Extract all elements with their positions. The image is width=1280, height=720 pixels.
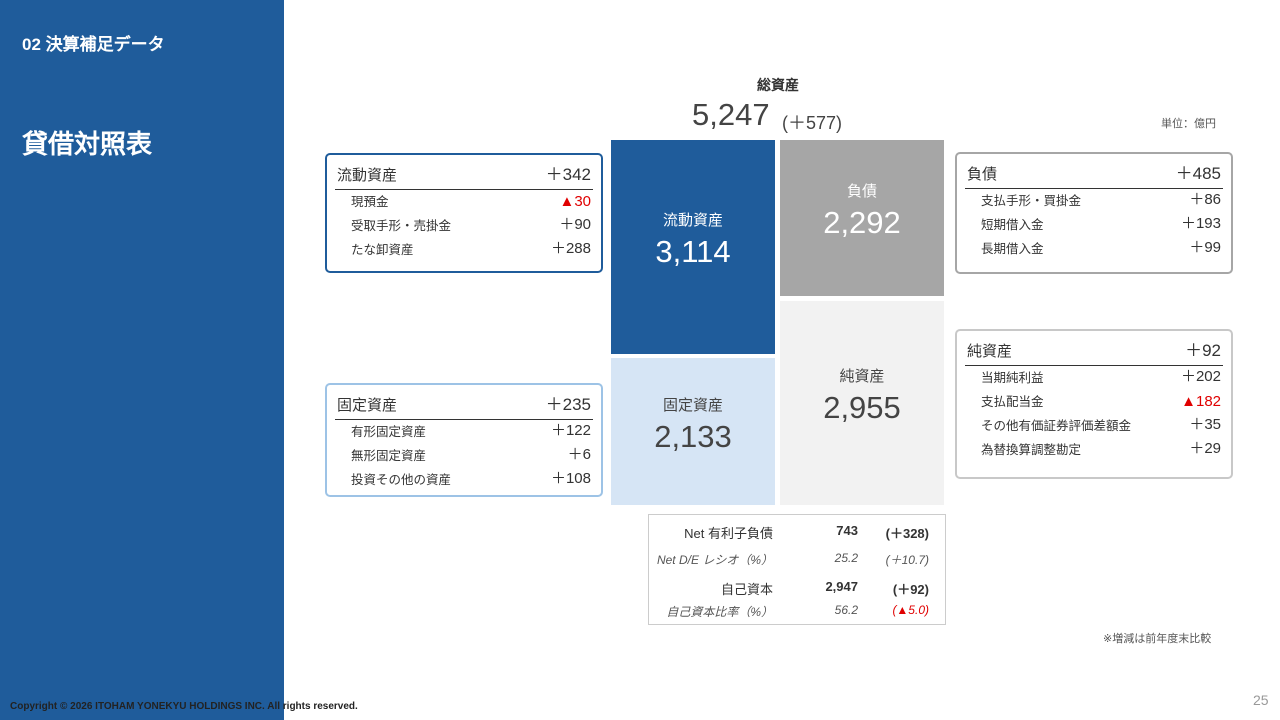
item-label: 長期借入金 bbox=[981, 242, 1044, 256]
sidebar bbox=[0, 0, 284, 720]
unit: 単位：億円 bbox=[1161, 118, 1216, 130]
box-item: 有形固定資産 ＋122 bbox=[351, 421, 591, 443]
box-header: 純資産 ＋92 bbox=[965, 339, 1223, 366]
box-header: 流動資産 ＋342 bbox=[335, 163, 593, 190]
item-value: ▲182 bbox=[1181, 393, 1221, 410]
box-title: 負債 bbox=[967, 166, 998, 183]
item-value: ＋29 bbox=[1189, 440, 1221, 457]
block-content: 負債 2,292 bbox=[780, 180, 944, 241]
block-content: 流動資産 3,114 bbox=[611, 209, 775, 270]
item-label: 現預金 bbox=[351, 195, 389, 209]
table-row: 自己資本比率（%） 56.2 (▲5.0) bbox=[649, 599, 945, 623]
note: ※増減は前年度末比較 bbox=[1103, 633, 1212, 645]
page-title: 貸借対照表 bbox=[22, 129, 153, 159]
block-label: 流動資産 bbox=[662, 212, 723, 229]
item-label: 無形固定資産 bbox=[351, 449, 427, 463]
balance-block: 純資産 2,955 bbox=[780, 301, 944, 505]
box-item: 受取手形・売掛金 ＋90 bbox=[351, 215, 591, 237]
item-label: 有形固定資産 bbox=[351, 425, 427, 439]
box-item: 支払手形・買掛金 ＋86 bbox=[981, 190, 1221, 212]
total-value: 5,247 bbox=[692, 97, 770, 132]
item-value: ＋99 bbox=[1189, 239, 1221, 256]
box-item: その他有価証券評価差額金 ＋35 bbox=[981, 415, 1221, 437]
box-item: たな卸資産 ＋288 bbox=[351, 239, 591, 261]
item-value: ＋288 bbox=[550, 240, 591, 257]
change-box: 純資産 ＋92 当期純利益 ＋202 支払配当金 ▲182 その他有価証券評価差額金 ＋35 為… bbox=[955, 329, 1233, 479]
item-value: ▲30 bbox=[559, 193, 591, 210]
row-label: Net 有利子負債 bbox=[684, 526, 773, 541]
change-box: 固定資産 ＋235 有形固定資産 ＋122 無形固定資産 ＋6 投資その他の資産 ＋108 bbox=[325, 383, 603, 497]
block-value: 2,955 bbox=[823, 390, 901, 425]
row-value: 56.2 bbox=[834, 603, 858, 617]
item-value: ＋35 bbox=[1189, 416, 1221, 433]
item-label: 短期借入金 bbox=[981, 218, 1044, 232]
box-title: 流動資産 bbox=[337, 167, 398, 184]
balance-block: 固定資産 2,133 bbox=[611, 358, 775, 505]
box-change: ＋235 bbox=[545, 395, 591, 414]
row-change: (▲5.0) bbox=[892, 603, 929, 617]
change-box: 負債 ＋485 支払手形・買掛金 ＋86 短期借入金 ＋193 長期借入金 ＋99 bbox=[955, 152, 1233, 274]
box-item: 為替換算調整勘定 ＋29 bbox=[981, 439, 1221, 461]
row-change: (＋328) bbox=[885, 526, 929, 541]
block-value: 2,133 bbox=[654, 418, 732, 454]
row-label: Net D/E レシオ（%） bbox=[656, 553, 773, 567]
item-value: ＋6 bbox=[567, 446, 591, 463]
item-label: 支払配当金 bbox=[981, 395, 1044, 409]
item-label: 受取手形・売掛金 bbox=[351, 219, 452, 233]
box-header: 固定資産 ＋235 bbox=[335, 393, 593, 420]
block-content: 固定資産 2,133 bbox=[611, 394, 775, 455]
row-change: (＋10.7) bbox=[885, 553, 929, 567]
box-item: 投資その他の資産 ＋108 bbox=[351, 469, 591, 491]
block-content: 純資産 2,955 bbox=[780, 365, 944, 426]
box-item: 当期純利益 ＋202 bbox=[981, 367, 1221, 389]
copyright: Copyright © 2026 ITOHAM YONEKYU HOLDINGS… bbox=[10, 701, 358, 712]
block-value: 3,114 bbox=[655, 234, 731, 269]
balance-block: 負債 2,292 bbox=[780, 140, 944, 296]
item-label: 為替換算調整勘定 bbox=[981, 443, 1082, 457]
box-title: 純資産 bbox=[967, 343, 1013, 360]
row-value: 2,947 bbox=[825, 579, 858, 594]
box-item: 無形固定資産 ＋6 bbox=[351, 445, 591, 467]
change-box: 流動資産 ＋342 現預金 ▲30 受取手形・売掛金 ＋90 たな卸資産 ＋288 bbox=[325, 153, 603, 273]
box-header: 負債 ＋485 bbox=[965, 162, 1223, 189]
item-value: ＋86 bbox=[1189, 191, 1221, 208]
box-title: 固定資産 bbox=[337, 397, 398, 414]
table-row: Net 有利子負債 743 (＋328) bbox=[649, 519, 945, 543]
box-item: 長期借入金 ＋99 bbox=[981, 238, 1221, 260]
total-label: 総資産 bbox=[757, 77, 799, 93]
row-value: 743 bbox=[836, 523, 858, 538]
item-value: ＋122 bbox=[550, 422, 591, 439]
row-label: 自己資本 bbox=[720, 582, 773, 597]
item-value: ＋202 bbox=[1180, 368, 1221, 385]
total-change: (＋577) bbox=[782, 113, 843, 133]
item-label: たな卸資産 bbox=[351, 243, 414, 257]
box-item: 現預金 ▲30 bbox=[351, 191, 591, 213]
item-label: その他有価証券評価差額金 bbox=[981, 419, 1132, 433]
block-label: 純資産 bbox=[839, 368, 885, 385]
box-change: ＋342 bbox=[545, 165, 591, 184]
row-label: 自己資本比率（%） bbox=[666, 605, 773, 619]
summary-table: Net 有利子負債 743 (＋328) Net D/E レシオ（%） 25.2 (＋10… bbox=[648, 514, 946, 625]
item-value: ＋108 bbox=[550, 470, 591, 487]
page-number: 25 bbox=[1253, 692, 1269, 708]
row-change: (＋92) bbox=[892, 582, 929, 597]
table-row: Net D/E レシオ（%） 25.2 (＋10.7) bbox=[649, 547, 945, 571]
block-value: 2,292 bbox=[823, 205, 901, 240]
item-value: ＋90 bbox=[559, 216, 591, 233]
item-label: 支払手形・買掛金 bbox=[981, 194, 1082, 208]
balance-block: 流動資産 3,114 bbox=[611, 140, 775, 354]
box-item: 支払配当金 ▲182 bbox=[981, 391, 1221, 413]
block-label: 固定資産 bbox=[662, 396, 723, 414]
section-label: 02 決算補足データ bbox=[22, 35, 165, 54]
box-change: ＋485 bbox=[1175, 164, 1221, 183]
item-label: 投資その他の資産 bbox=[351, 473, 452, 487]
item-label: 当期純利益 bbox=[981, 371, 1044, 385]
item-value: ＋193 bbox=[1180, 215, 1221, 232]
row-value: 25.2 bbox=[834, 551, 858, 565]
table-row: 自己資本 2,947 (＋92) bbox=[649, 575, 945, 599]
box-change: ＋92 bbox=[1185, 341, 1221, 360]
block-label: 負債 bbox=[846, 183, 877, 200]
box-item: 短期借入金 ＋193 bbox=[981, 214, 1221, 236]
